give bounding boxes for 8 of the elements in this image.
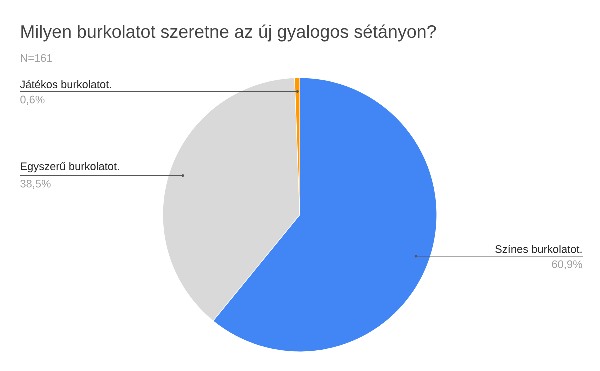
slice-label: Egyszerű burkolatot.: [21, 162, 120, 173]
data-label: 60,9%: [552, 260, 582, 270]
chart-subtitle: N=161: [21, 54, 52, 62]
data-label: 38,5%: [20, 180, 51, 190]
chart-title: Milyen burkolatot szeretne az új gyalogos sétányon?: [22, 24, 436, 42]
slice-label: Színes burkolatot.: [496, 245, 582, 254]
data-label: 0,6%: [20, 96, 45, 105]
slice-label: Játékos burkolatot.: [20, 80, 112, 89]
